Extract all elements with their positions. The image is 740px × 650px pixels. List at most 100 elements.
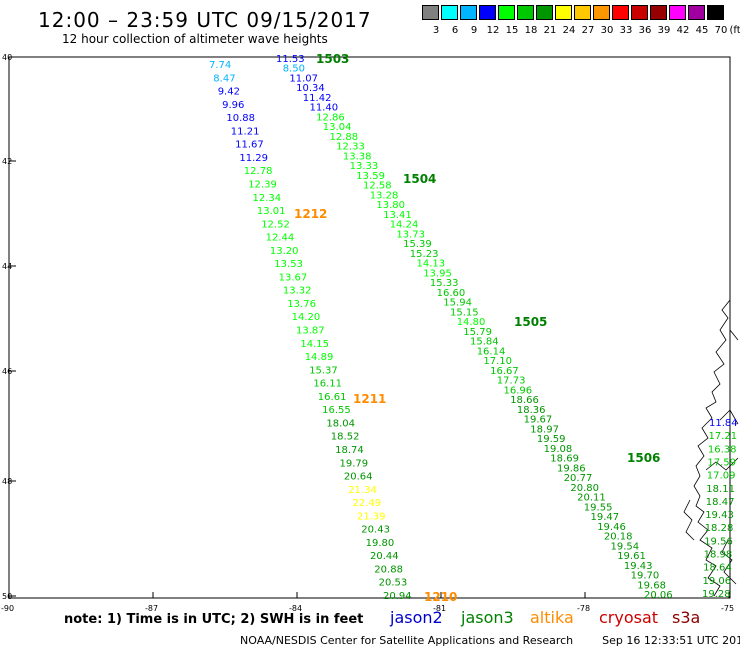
swh-value: 13.32	[283, 286, 312, 297]
lat-label: 50	[2, 592, 12, 601]
lat-label: 48	[2, 477, 12, 486]
swh-value: 11.67	[235, 140, 264, 151]
swh-value: 13.20	[270, 246, 299, 257]
pass-labels: 1503 1504 1505 1506 1212 1211 1210	[294, 52, 660, 604]
swh-value: 19.55	[584, 502, 613, 513]
swh-value: 20.80	[570, 483, 599, 494]
colorbar-tick-label: 27	[581, 25, 595, 36]
swh-value: 22.49	[353, 498, 382, 509]
swh-value: 11.40	[310, 103, 339, 114]
generated-timestamp: Sep 16 12:33:51 UTC 2017	[602, 634, 740, 647]
swh-value: 19.43	[705, 510, 734, 521]
swh-value: 21.39	[357, 511, 386, 522]
colorbar-swatch	[650, 5, 667, 20]
swh-value: 19.28	[702, 589, 731, 600]
colorbar-tick-label: 33	[619, 25, 633, 36]
swh-value: 14.24	[390, 220, 419, 231]
swh-value: 20.11	[577, 493, 606, 504]
swh-value: 13.28	[370, 190, 399, 201]
swh-value: 15.23	[410, 249, 439, 260]
colorbar-tick-label: 15	[505, 25, 519, 36]
lon-label: -90	[1, 604, 14, 613]
lon-label: -81	[433, 604, 446, 613]
swh-value: 11.84	[709, 418, 738, 429]
swh-value: 14.15	[300, 339, 329, 350]
swh-value: 11.21	[231, 126, 260, 137]
swh-value: 15.94	[443, 298, 472, 309]
swh-value: 21.34	[348, 485, 377, 496]
lon-label: -87	[145, 604, 158, 613]
colorbar-tick-label: 3	[432, 25, 440, 36]
swh-value: 18.69	[550, 454, 579, 465]
swh-value: 19.70	[631, 571, 660, 582]
swh-value: 13.38	[343, 152, 372, 163]
swh-value: 19.08	[544, 444, 573, 455]
pass-number-label: 1506	[627, 451, 660, 465]
pass-number-label: 1212	[294, 207, 327, 221]
swh-value: 10.88	[226, 113, 255, 124]
map-frame	[8, 56, 731, 599]
colorbar-swatch	[517, 5, 534, 20]
colorbar-swatch	[669, 5, 686, 20]
swh-value: 12.88	[330, 132, 359, 143]
coastline-segment	[705, 329, 739, 471]
swh-value: 12.44	[266, 233, 295, 244]
swh-value: 19.54	[611, 541, 640, 552]
swh-value: 18.11	[706, 484, 735, 495]
swh-value: 16.60	[437, 288, 466, 299]
colorbar-swatch	[574, 5, 591, 20]
swh-value: 20.88	[374, 565, 403, 576]
colorbar-swatch	[612, 5, 629, 20]
colorbar-tick-label: 18	[524, 25, 538, 36]
pass-number-label: 1505	[514, 315, 547, 329]
graticule: 40 42 44 46 48 50 -90 -87 -84 -81 -78 -75	[1, 53, 734, 613]
swh-value: 19.80	[366, 538, 395, 549]
swh-value: 15.37	[309, 365, 338, 376]
swh-value: 16.11	[313, 379, 342, 390]
swh-value: 18.04	[326, 418, 355, 429]
swh-value: 19.06	[703, 576, 732, 587]
swh-value: 19.67	[524, 415, 553, 426]
swh-value: 20.64	[344, 472, 373, 483]
swh-value: 18.52	[331, 432, 360, 443]
swh-value: 16.55	[322, 405, 351, 416]
swh-value: 19.86	[557, 463, 586, 474]
swh-value: 13.80	[376, 200, 405, 211]
colorbar-tick-label: 45	[695, 25, 709, 36]
wave-tracks: 7.74 8.47 9.42 9.96 10.88 11.21 11.67 11.29 12.7…	[209, 54, 738, 602]
swh-value: 13.41	[383, 210, 412, 221]
swh-value: 17.09	[707, 471, 736, 482]
footnote: note: 1) Time is in UTC; 2) SWH is in fe…	[64, 612, 364, 627]
colorbar-tick-label: 24	[562, 25, 576, 36]
swh-value: 20.44	[370, 551, 399, 562]
swh-value: 19.68	[637, 580, 666, 591]
legend-item-s3a: s3a	[672, 608, 701, 627]
lon-label: -75	[721, 604, 734, 613]
swh-value: 17.21	[709, 431, 738, 442]
swh-value: 18.47	[706, 497, 735, 508]
swh-value: 18.64	[703, 563, 732, 574]
swh-value: 18.98	[704, 550, 733, 561]
swh-value: 15.15	[450, 307, 479, 318]
colorbar-swatch	[441, 5, 458, 20]
swh-value: 20.77	[564, 473, 593, 484]
lat-label: 40	[2, 53, 12, 62]
swh-value: 18.97	[530, 424, 559, 435]
swh-value: 20.53	[379, 578, 408, 589]
swh-value: 20.18	[604, 532, 633, 543]
swh-value: 20.43	[361, 525, 390, 536]
colorbar-tick-label: 9	[470, 25, 478, 36]
swh-value: 13.53	[274, 259, 303, 270]
swh-value: 11.42	[303, 93, 332, 104]
coastline-segment	[721, 539, 737, 585]
swh-value: 11.29	[239, 153, 268, 164]
pass-number-label: 1504	[403, 172, 436, 186]
swh-value: 17.10	[483, 356, 512, 367]
swh-value: 9.96	[222, 100, 244, 111]
legend-item-jason3: jason3	[461, 608, 514, 627]
swh-value: 18.36	[517, 405, 546, 416]
swh-value: 13.67	[279, 272, 308, 283]
swh-value: 12.39	[248, 180, 277, 191]
coastline-segment	[683, 499, 695, 541]
